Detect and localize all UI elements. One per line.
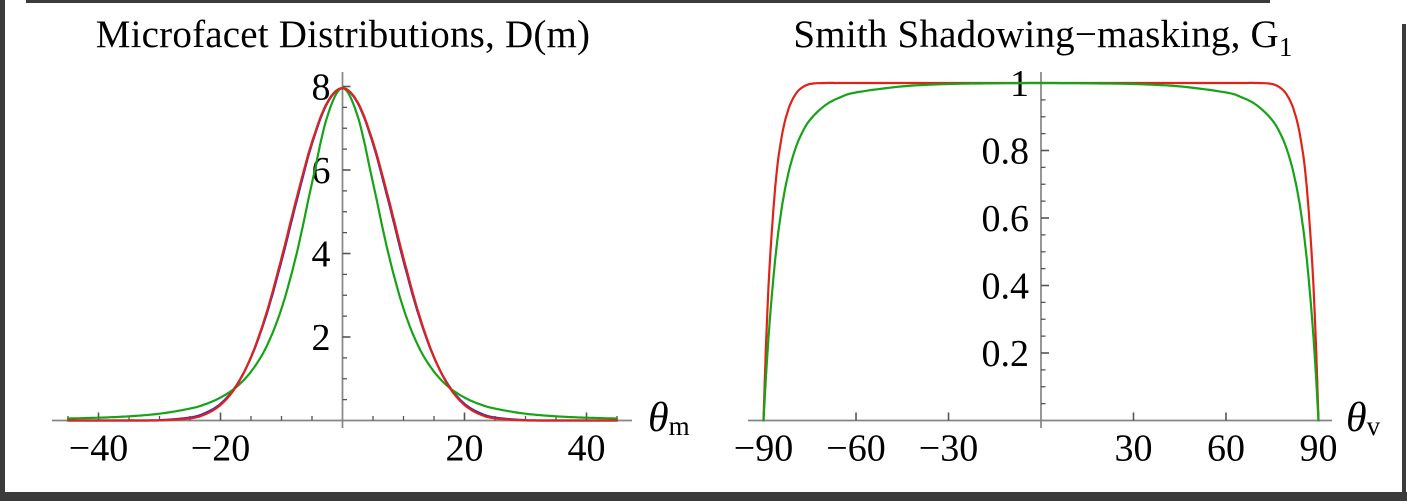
y-tick-label: 0.2 [982,333,1030,375]
chart-left-title: Microfacet Distributions, D(m) [96,12,590,57]
x-tick-label: −20 [191,428,250,470]
theta-symbol: θ [1346,395,1367,441]
y-tick-label: 4 [312,234,331,276]
x-tick-label: 30 [1114,428,1152,470]
x-tick-label: −90 [734,428,793,470]
chart-left-title-text: Microfacet Distributions, D(m) [95,13,591,56]
frame-top-border [26,0,1270,3]
x-tick-label: 20 [446,428,484,470]
chart-right-title-subscript: 1 [1278,31,1293,62]
x-tick-label: 90 [1299,428,1337,470]
theta-v-subscript: v [1366,411,1381,442]
chart-right-title: Smith Shadowing−masking, G1 [793,12,1292,60]
chart-right-smith-shadowing-masking: −90 −60 −30 30 60 900.20.40.60.81 [734,63,1338,470]
frame-right-border [1402,24,1406,501]
theta-m-axis-label: θm [648,394,690,442]
x-tick-label: −40 [69,428,128,470]
y-tick-label: 0.6 [982,198,1030,240]
y-tick-label: 0.8 [982,131,1030,173]
x-tick-label: −30 [919,428,978,470]
theta-symbol: θ [648,395,669,441]
y-tick-label: 8 [312,67,331,109]
x-tick-label: 60 [1207,428,1245,470]
chart-right-title-text: Smith Shadowing−masking, G [793,13,1279,56]
frame-left-border [0,0,5,501]
y-tick-label: 0.4 [982,266,1030,308]
x-tick-label: −60 [826,428,885,470]
x-tick-label: 40 [568,428,606,470]
theta-v-axis-label: θv [1346,394,1380,442]
curve-green [762,81,1320,422]
theta-m-subscript: m [668,411,690,442]
y-tick-label: 2 [312,317,331,359]
curve-red [66,87,619,422]
frame-bottom-border [0,492,1407,501]
